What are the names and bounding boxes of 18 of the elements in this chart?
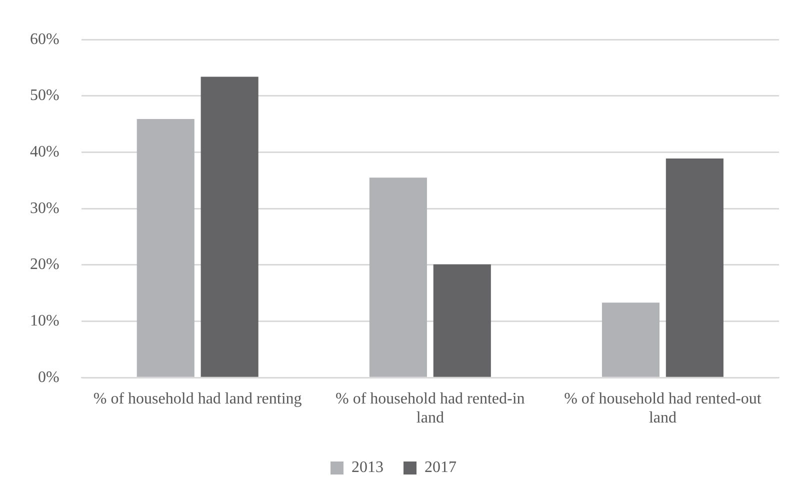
x-tick-label: % of household had land renting — [93, 390, 302, 408]
y-tick-label: 0% — [38, 368, 60, 386]
y-tick-label: 50% — [30, 87, 60, 104]
bar — [369, 178, 427, 377]
legend-label: 2013 — [352, 459, 384, 476]
y-tick-label: 60% — [30, 30, 60, 48]
y-tick-label: 20% — [30, 256, 60, 274]
bar — [666, 158, 724, 377]
y-tick-label: 40% — [30, 143, 60, 160]
bar — [136, 119, 194, 377]
bar — [200, 76, 258, 377]
x-tick-label: % of household had rented-out land — [564, 390, 762, 427]
y-tick-label: 30% — [30, 200, 60, 217]
legend-label: 2017 — [424, 459, 456, 476]
x-tick-label: % of household had rented-in land — [336, 390, 525, 427]
y-tick-label: 10% — [30, 312, 60, 330]
bar — [602, 302, 660, 377]
bar — [433, 264, 491, 377]
